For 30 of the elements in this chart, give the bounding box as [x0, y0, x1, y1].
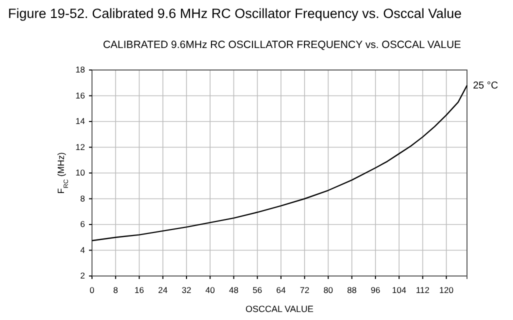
x-tick-label: 64: [276, 285, 286, 296]
series-label: 25 °C: [473, 80, 498, 92]
x-tick-label: 72: [300, 285, 310, 296]
y-tick-label: 8: [80, 193, 86, 204]
x-tick-label: 104: [392, 285, 406, 296]
chart-subtitle: CALIBRATED 9.6MHz RC OSCILLATOR FREQUENCY vs. OSCCAL VALUE: [102, 39, 462, 51]
x-tick-label: 80: [323, 285, 334, 296]
x-tick-label: 48: [229, 285, 239, 296]
x-tick-label: 8: [113, 285, 118, 296]
x-tick-label: 16: [134, 285, 144, 296]
x-tick-label: 24: [158, 285, 168, 296]
y-tick-label: 6: [80, 219, 86, 230]
x-tick-label: 40: [205, 285, 216, 296]
y-tick-label: 10: [76, 168, 86, 178]
y-tick-label: 12: [76, 142, 86, 152]
y-tick-label: 16: [76, 90, 86, 100]
x-tick-label: 120: [439, 285, 454, 296]
y-tick-label: 18: [76, 64, 86, 75]
x-tick-label: 88: [347, 285, 357, 296]
x-axis-title: OSCCAL VALUE: [245, 304, 314, 314]
line-series: [91, 84, 468, 242]
chart-title: Figure 19-52. Calibrated 9.6 MHz RC Oscillator Frequency vs. Osccal Value: [8, 6, 462, 21]
x-tick-label: 32: [182, 285, 192, 296]
x-tick-label: 112: [416, 285, 430, 296]
y-tick-label: 14: [76, 116, 86, 126]
x-tick-label: 56: [252, 285, 262, 296]
y-tick-label: 2: [80, 270, 86, 281]
y-tick-label: 4: [80, 244, 86, 255]
x-tick-label: 0: [90, 285, 95, 296]
x-tick-label: 96: [370, 285, 380, 296]
